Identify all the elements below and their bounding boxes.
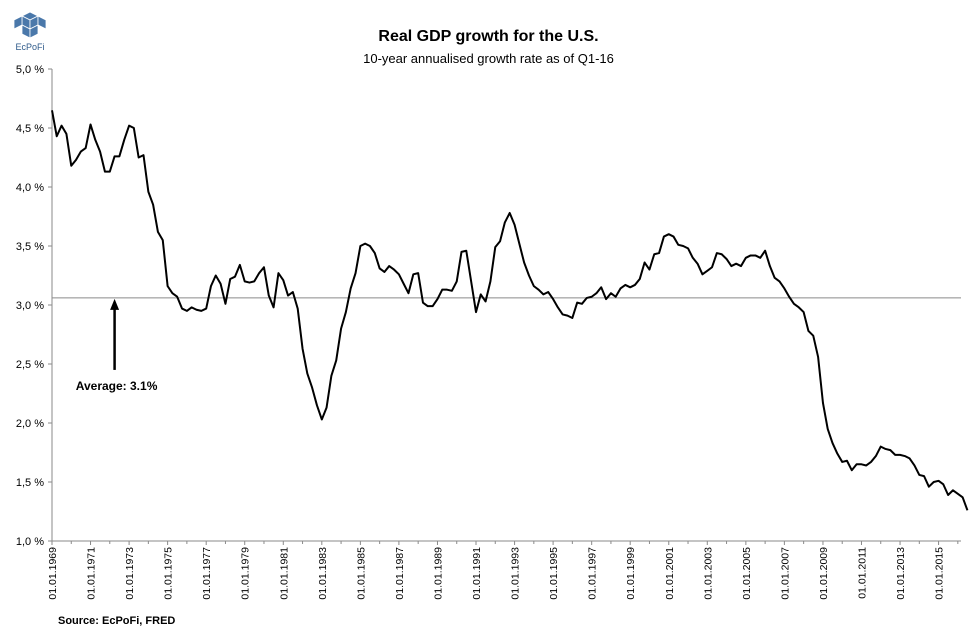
x-tick-label: 01.01.1989 — [432, 547, 444, 600]
x-tick-label: 01.01.1975 — [163, 547, 175, 600]
y-tick-label: 4,0 % — [16, 182, 44, 194]
x-tick-label: 01.01.1993 — [510, 547, 522, 600]
y-tick-label: 3,5 % — [16, 241, 44, 253]
x-tick-label: 01.01.1981 — [278, 547, 290, 600]
chart-subtitle: 10-year annualised growth rate as of Q1-… — [363, 51, 614, 66]
average-arrow-head — [110, 298, 120, 310]
source-note: Source: EcPoFi, FRED — [58, 615, 176, 627]
y-tick-label: 1,5 % — [16, 477, 44, 489]
average-label: Average: 3.1% — [76, 379, 158, 393]
chart-title: Real GDP growth for the U.S. — [378, 28, 599, 45]
x-tick-label: 01.01.2009 — [818, 547, 830, 600]
y-tick-label: 2,5 % — [16, 359, 44, 371]
x-tick-label: 01.01.1997 — [587, 547, 599, 600]
x-tick-label: 01.01.1979 — [240, 547, 252, 600]
x-tick-label: 01.01.2007 — [779, 547, 791, 600]
y-tick-label: 4,5 % — [16, 123, 44, 135]
y-tick-label: 5,0 % — [16, 64, 44, 76]
x-tick-label: 01.01.1973 — [124, 547, 136, 600]
x-tick-label: 01.01.1987 — [394, 547, 406, 600]
x-tick-label: 01.01.2011 — [856, 547, 868, 599]
y-tick-label: 1,0 % — [16, 536, 44, 548]
x-tick-label: 01.01.1983 — [317, 547, 329, 600]
x-tick-label: 01.01.1977 — [201, 547, 213, 600]
logo — [8, 10, 52, 60]
ecpofi-cube-logo-icon — [13, 11, 47, 39]
y-tick-label: 3,0 % — [16, 300, 44, 312]
x-tick-label: 01.01.2015 — [934, 547, 946, 600]
x-tick-label: 01.01.2001 — [664, 547, 676, 600]
x-tick-label: 01.01.2005 — [741, 547, 753, 600]
x-tick-label: 01.01.1971 — [86, 547, 98, 600]
logo-text: EcPoFi — [15, 42, 45, 52]
y-tick-label: 2,0 % — [16, 418, 44, 430]
x-tick-label: 01.01.1991 — [471, 547, 483, 600]
x-tick-label: 01.01.1969 — [47, 547, 59, 600]
x-tick-label: 01.01.1995 — [548, 547, 560, 600]
gdp-growth-line — [51, 110, 969, 511]
x-tick-label: 01.01.1985 — [355, 547, 367, 600]
x-tick-label: 01.01.1999 — [625, 547, 637, 600]
x-tick-label: 01.01.2013 — [895, 547, 907, 600]
x-tick-label: 01.01.2003 — [702, 547, 714, 600]
